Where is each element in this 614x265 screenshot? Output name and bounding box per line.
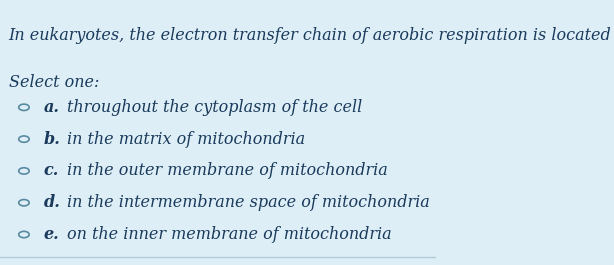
Text: b.: b.: [44, 131, 60, 148]
Text: d.: d.: [44, 194, 60, 211]
Text: c.: c.: [44, 162, 59, 179]
Text: in the intermembrane space of mitochondria: in the intermembrane space of mitochondr…: [68, 194, 430, 211]
Text: In eukaryotes, the electron transfer chain of aerobic respiration is located ___: In eukaryotes, the electron transfer cha…: [9, 26, 614, 43]
Text: in the matrix of mitochondria: in the matrix of mitochondria: [68, 131, 306, 148]
Text: e.: e.: [44, 226, 60, 243]
Text: throughout the cytoplasm of the cell: throughout the cytoplasm of the cell: [68, 99, 363, 116]
Text: on the inner membrane of mitochondria: on the inner membrane of mitochondria: [68, 226, 392, 243]
Text: Select one:: Select one:: [9, 74, 99, 91]
Text: in the outer membrane of mitochondria: in the outer membrane of mitochondria: [68, 162, 388, 179]
Text: a.: a.: [44, 99, 60, 116]
